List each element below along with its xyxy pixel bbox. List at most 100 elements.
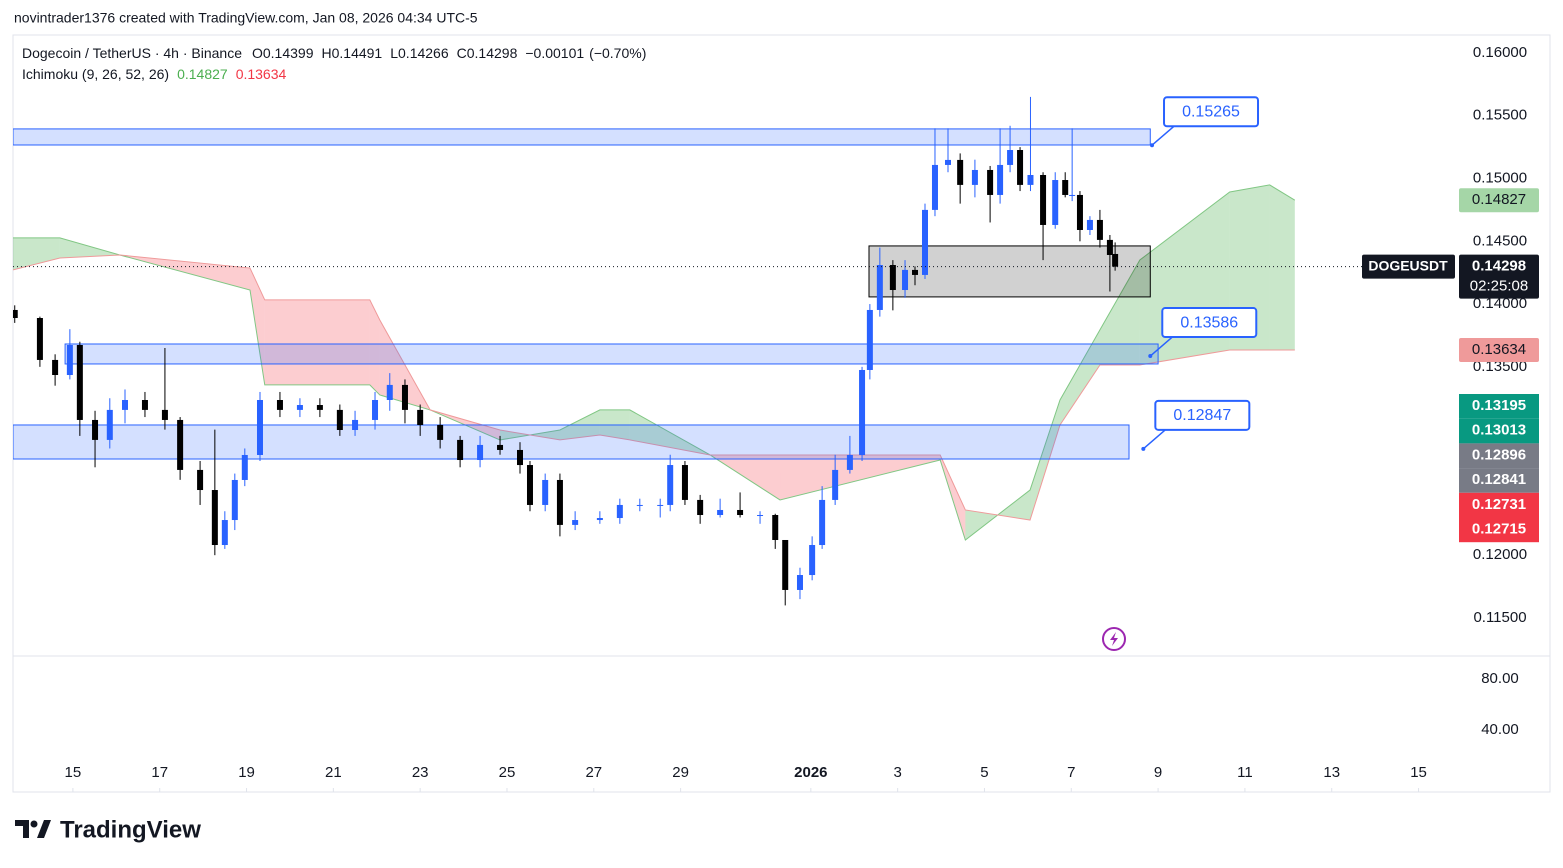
candle-body — [66, 345, 73, 376]
candle-body — [796, 575, 803, 590]
candle-body — [1052, 180, 1059, 225]
ohlc-key: C — [457, 45, 467, 61]
ohlc-value: 0.14298 — [467, 45, 518, 61]
candle-body — [517, 449, 524, 466]
callout-point — [1150, 143, 1155, 148]
candle-body — [197, 469, 204, 491]
candle-body — [1062, 180, 1069, 195]
x-tick-label: 19 — [238, 764, 255, 781]
change-pct: (−0.70%) — [589, 45, 646, 61]
candle-body — [944, 159, 951, 165]
candle-body — [457, 439, 464, 461]
cloud-tag-label: 0.14827 — [1472, 191, 1526, 208]
candle-body — [889, 265, 896, 291]
candle-body — [1007, 150, 1014, 165]
zone — [13, 128, 1151, 146]
span-a-line — [13, 184, 1296, 541]
span-b-line — [13, 254, 1295, 521]
candle-body — [542, 479, 549, 505]
candle-body — [616, 504, 623, 519]
x-tick-label: 21 — [325, 764, 342, 781]
candle-body — [1076, 194, 1083, 230]
candle-body — [1069, 194, 1076, 196]
candle-body — [971, 169, 978, 185]
pane-tick-label: 40.00 — [1481, 721, 1519, 738]
candle-body — [697, 499, 704, 516]
candle-body — [987, 169, 994, 195]
candle-body — [221, 520, 228, 546]
callout-box — [1154, 399, 1251, 431]
candle-body — [316, 405, 323, 410]
price-tag — [1459, 443, 1539, 469]
candle-body — [336, 409, 343, 431]
price-tag — [1459, 418, 1539, 444]
candle-body — [819, 499, 826, 546]
zone — [64, 343, 1159, 365]
indicator-value: 0.13634 — [236, 66, 287, 82]
candle-body — [859, 369, 866, 455]
candle-body — [657, 504, 664, 506]
candle-body — [772, 515, 779, 540]
candle-body — [931, 164, 938, 210]
candle-body — [477, 444, 484, 461]
cloud-tag-label: 0.13634 — [1472, 341, 1526, 358]
candle-body — [36, 318, 43, 360]
candle-body — [667, 465, 674, 505]
candle-body — [737, 509, 744, 516]
cloud-tag — [1459, 338, 1539, 363]
candle-body — [1017, 150, 1024, 185]
y-tick-label: 0.11500 — [1473, 609, 1526, 626]
cloud-segment — [264, 299, 370, 385]
candle-body — [241, 454, 248, 480]
x-tick-label: 25 — [499, 764, 516, 781]
ohlc-value: 0.14399 — [263, 45, 314, 61]
callout-point — [1148, 354, 1153, 359]
symbol: Dogecoin / TetherUS · 4h · Binance — [22, 45, 242, 61]
ohlc-key: H — [321, 45, 331, 61]
x-tick-label: 5 — [980, 764, 988, 781]
candle-body — [782, 539, 789, 590]
x-tick-label: 13 — [1323, 764, 1340, 781]
callout-box — [1163, 96, 1260, 128]
candle-body — [437, 424, 444, 440]
candle-body — [957, 159, 964, 185]
x-tick-label: 29 — [672, 764, 689, 781]
callout-pointer — [1151, 125, 1175, 146]
cloud-segment — [780, 454, 941, 500]
candle-body — [876, 265, 883, 310]
price-tag-label: 0.13013 — [1472, 422, 1526, 439]
candle-body — [717, 509, 724, 516]
candle-body — [912, 269, 919, 275]
cloud-segment — [1030, 399, 1060, 521]
price-tag — [1459, 394, 1539, 419]
cloud-segment — [13, 237, 60, 270]
y-tick-label: 0.12000 — [1473, 546, 1527, 563]
x-tick-label: 2026 — [794, 764, 827, 781]
x-tick-label: 23 — [412, 764, 429, 781]
cloud-segment — [59, 237, 120, 258]
candle-body — [526, 465, 533, 505]
symbol-tag — [1362, 254, 1455, 279]
indicator-value: 0.14827 — [177, 66, 228, 82]
candle-body — [13, 309, 18, 319]
candle-body — [1040, 174, 1047, 225]
y-tick-label: 0.14000 — [1473, 295, 1527, 312]
candle-body — [681, 465, 688, 500]
candle-body — [997, 164, 1004, 195]
price-tag — [1459, 517, 1539, 543]
candle-body — [921, 209, 928, 275]
candle-body — [497, 444, 504, 450]
candle-body — [177, 419, 184, 470]
candle-body — [121, 399, 128, 410]
candle-body — [1027, 174, 1034, 185]
plot — [13, 96, 1296, 606]
cloud-segment — [1099, 259, 1140, 365]
price-tag — [1459, 492, 1539, 518]
x-tick-label: 15 — [1410, 764, 1427, 781]
x-tick-label: 9 — [1154, 764, 1162, 781]
ohlc-key: L — [390, 45, 398, 61]
countdown: 02:25:08 — [1470, 278, 1528, 295]
y-tick-label: 0.14500 — [1473, 232, 1527, 249]
brand: TradingView — [60, 816, 201, 843]
